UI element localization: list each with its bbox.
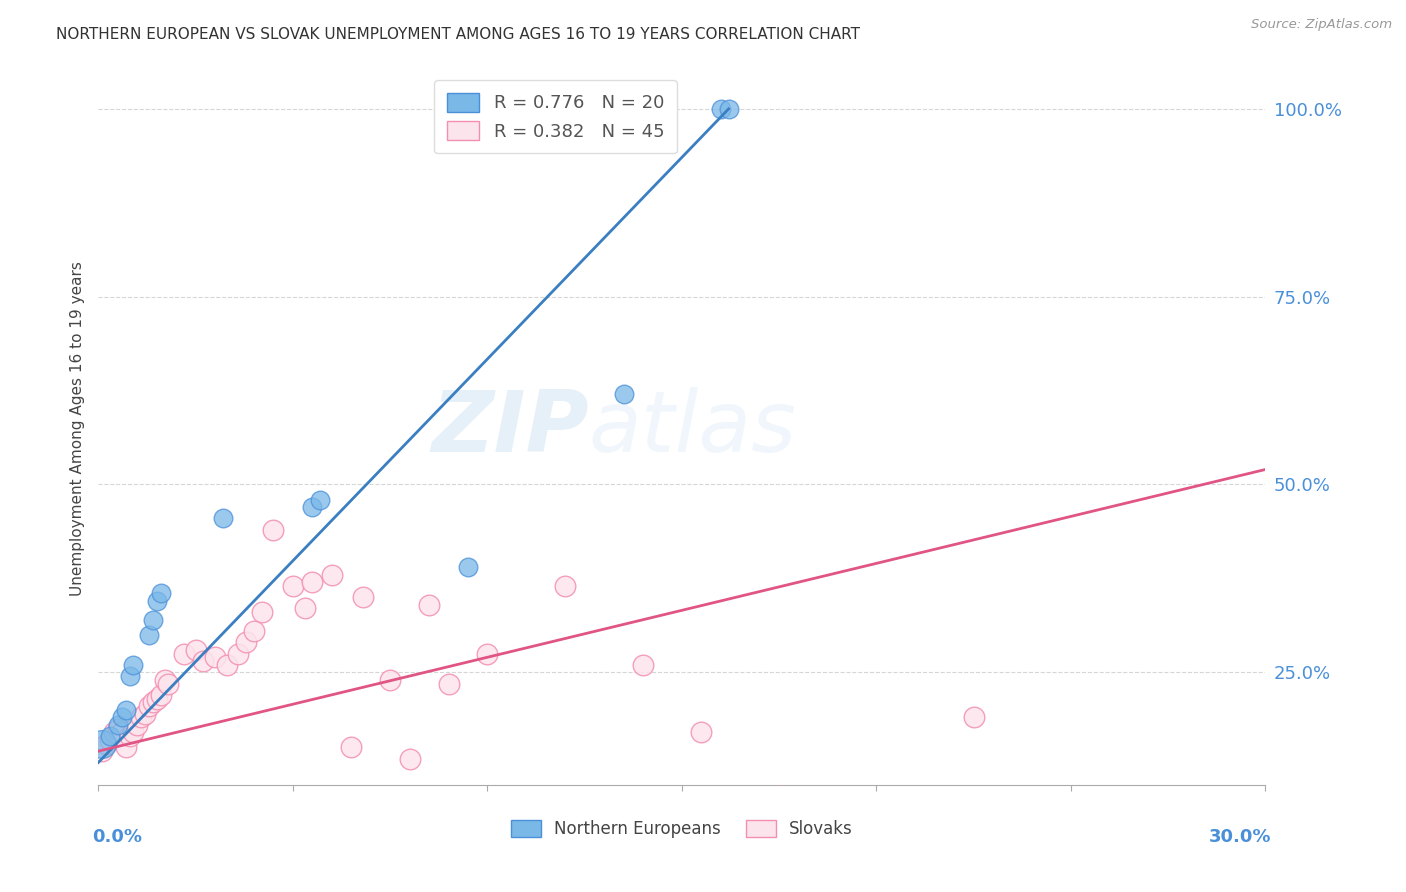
Point [146,594,169,608]
Point [122,725,145,739]
Text: 30.0%: 30.0% [1209,828,1271,846]
Point [149,586,172,600]
Point [250,605,273,619]
Point [173,647,195,661]
Text: Source: ZipAtlas.com: Source: ZipAtlas.com [1251,18,1392,31]
Point [235,635,257,649]
Point [111,710,134,724]
Text: ZIP: ZIP [430,386,589,470]
Point [96,737,118,751]
Point [243,624,266,638]
Point [142,613,165,627]
Point [111,725,134,739]
Point [107,722,129,736]
Text: NORTHERN EUROPEAN VS SLOVAK UNEMPLOYMENT AMONG AGES 16 TO 19 YEARS CORRELATION C: NORTHERN EUROPEAN VS SLOVAK UNEMPLOYMENT… [56,27,860,42]
Point [262,523,284,537]
Point [477,647,499,661]
Point [149,688,172,702]
Point [457,560,479,574]
Point [114,740,136,755]
Point [91,737,114,751]
Point [134,706,156,721]
Point [98,729,121,743]
Point [212,511,235,525]
Point [309,492,332,507]
Point [281,579,304,593]
Point [138,628,160,642]
Legend: Northern Europeans, Slovaks: Northern Europeans, Slovaks [501,810,863,848]
Point [118,669,141,683]
Point [103,725,125,739]
Point [1118,800,1140,814]
Point [138,699,160,714]
Point [340,740,363,755]
Point [690,725,713,739]
Point [321,567,343,582]
Point [380,673,402,687]
Point [294,601,316,615]
Point [352,590,374,604]
Point [301,500,323,514]
Point [631,657,654,672]
Point [146,691,169,706]
Point [710,102,733,116]
Point [301,575,323,590]
Point [613,387,636,401]
Text: atlas: atlas [589,386,797,470]
Point [554,579,576,593]
Point [204,650,226,665]
Point [122,657,145,672]
Point [142,695,165,709]
Point [107,718,129,732]
Point [193,654,215,668]
Point [153,673,176,687]
Point [717,102,740,116]
Point [129,710,152,724]
Point [398,752,420,766]
Point [184,642,207,657]
Point [418,598,440,612]
Y-axis label: Unemployment Among Ages 16 to 19 years: Unemployment Among Ages 16 to 19 years [69,260,84,596]
Point [114,703,136,717]
Point [215,657,238,672]
Point [768,789,790,804]
Text: 0.0%: 0.0% [93,828,142,846]
Point [228,647,250,661]
Point [157,676,180,690]
Point [962,710,984,724]
Point [127,718,149,732]
Point [437,676,460,690]
Point [98,732,121,747]
Point [118,729,141,743]
Point [91,744,114,758]
